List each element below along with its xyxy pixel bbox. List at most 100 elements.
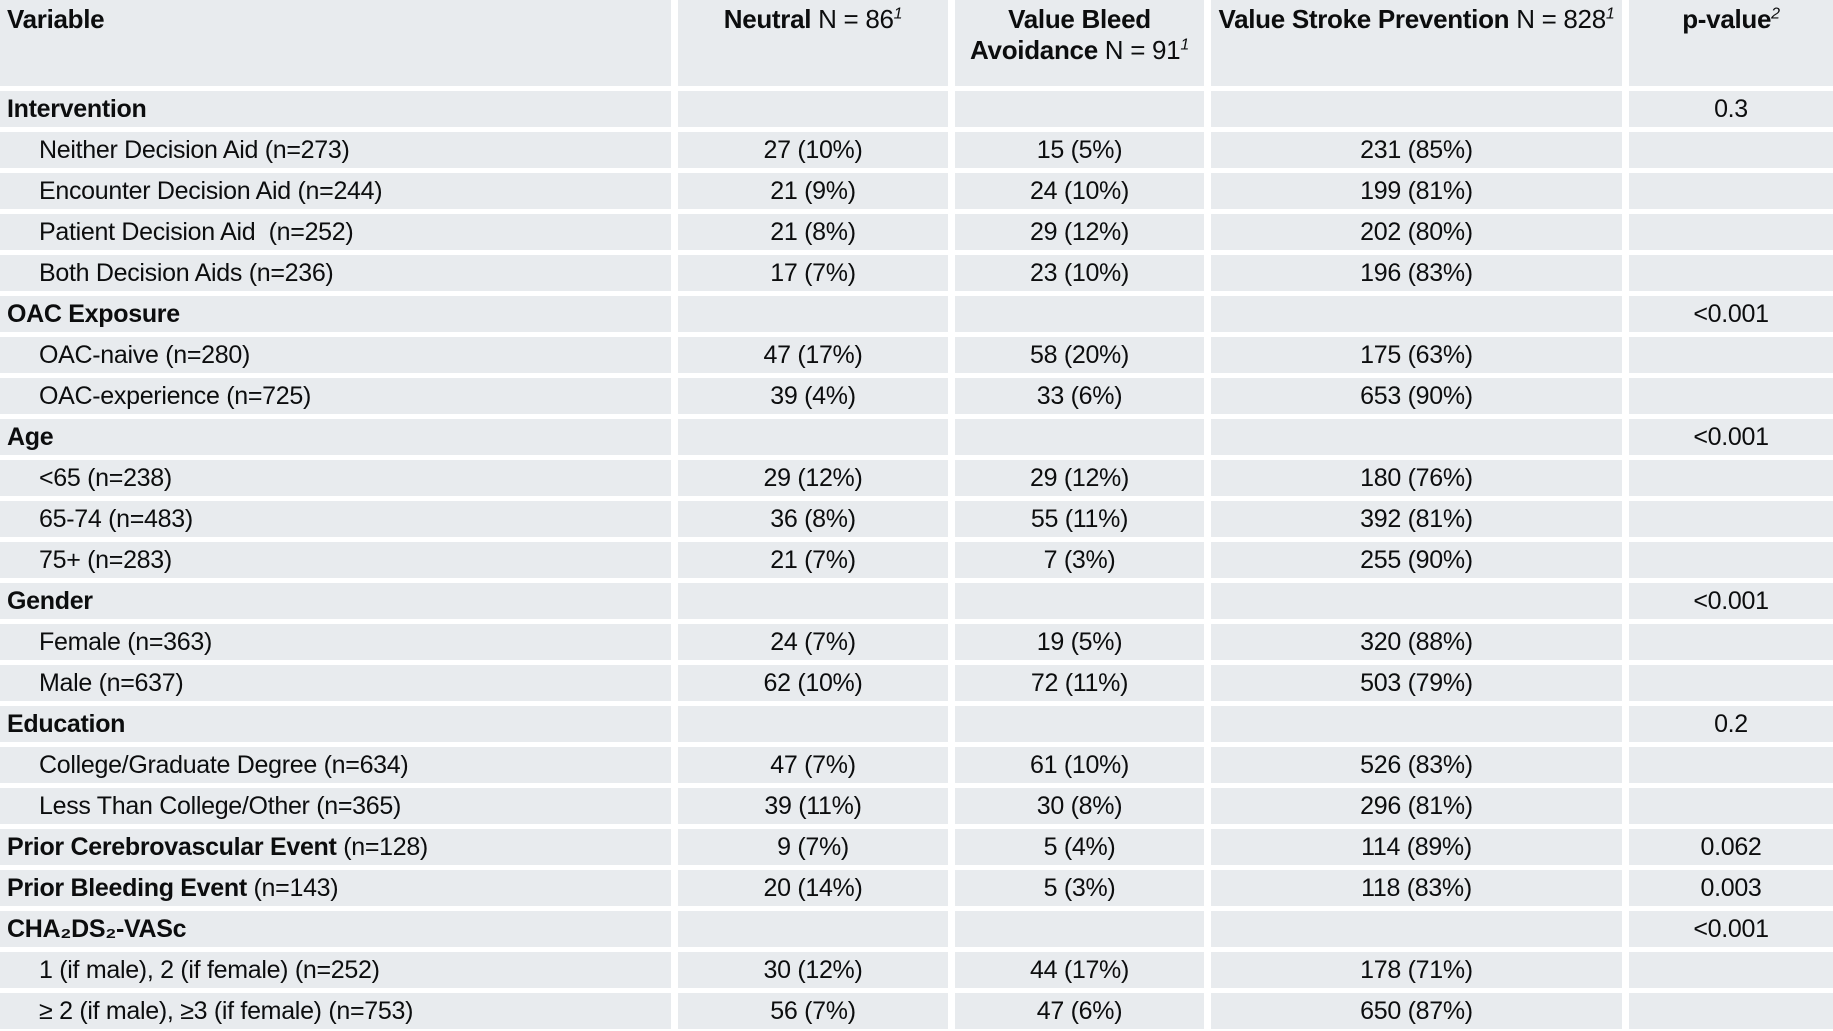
bleed-avoidance-value-cell [955,706,1204,742]
neutral-value-cell: 21 (9%) [678,173,948,209]
neutral-value-cell: 24 (7%) [678,624,948,660]
bleed-avoidance-value-cell: 23 (10%) [955,255,1204,291]
neutral-value-cell: 39 (4%) [678,378,948,414]
table-row: Intervention 0.3 [0,91,1833,127]
bleed-avoidance-value-cell: 58 (20%) [955,337,1204,373]
neutral-value-cell: 30 (12%) [678,952,948,988]
stroke-prevention-value-cell: 653 (90%) [1211,378,1622,414]
bleed-avoidance-value-cell [955,419,1204,455]
bleed-avoidance-value-cell: 33 (6%) [955,378,1204,414]
variable-label: CHA₂DS₂-VASc [7,915,187,943]
stroke-prevention-value-cell: 196 (83%) [1211,255,1622,291]
table-row: 75+ (n=283) 21 (7%) 7 (3%) 255 (90%) [0,542,1833,578]
p-value-cell [1629,788,1833,824]
variable-cell: OAC-experience (n=725) [0,378,671,414]
variable-label: Prior Cerebrovascular Event [7,833,337,861]
variable-label: Gender [7,587,93,615]
bleed-avoidance-value-cell: 72 (11%) [955,665,1204,701]
p-value-cell [1629,460,1833,496]
p-value-cell: <0.001 [1629,419,1833,455]
table-row: College/Graduate Degree (n=634) 47 (7%) … [0,747,1833,783]
variable-label-detail: <65 (n=238) [39,464,172,492]
header-cell-neutral: Neutral N = 861 [678,0,948,86]
variable-cell: 75+ (n=283) [0,542,671,578]
footnote-marker: 1 [893,5,903,23]
stroke-prevention-value-cell [1211,296,1622,332]
bleed-avoidance-value-cell [955,911,1204,947]
variable-cell: Intervention [0,91,671,127]
stroke-prevention-value-cell [1211,91,1622,127]
variable-label-detail: Encounter Decision Aid (n=244) [39,177,383,205]
table-row: Prior Cerebrovascular Event (n=128) 9 (7… [0,829,1833,865]
stroke-prevention-value-cell: 175 (63%) [1211,337,1622,373]
footnote-marker: 1 [1180,36,1189,54]
column-title: Value Bleed Avoidance [970,4,1151,65]
bleed-avoidance-value-cell: 61 (10%) [955,747,1204,783]
bleed-avoidance-value-cell: 7 (3%) [955,542,1204,578]
neutral-value-cell: 29 (12%) [678,460,948,496]
p-value-cell: <0.001 [1629,911,1833,947]
variable-label-detail: 1 (if male), 2 (if female) (n=252) [39,956,380,984]
stroke-prevention-value-cell: 118 (83%) [1211,870,1622,906]
bleed-avoidance-value-cell: 19 (5%) [955,624,1204,660]
bleed-avoidance-value-cell: 5 (3%) [955,870,1204,906]
variable-cell: Less Than College/Other (n=365) [0,788,671,824]
stroke-prevention-value-cell: 255 (90%) [1211,542,1622,578]
variable-label-detail: Less Than College/Other (n=365) [39,792,401,820]
p-value-cell: 0.3 [1629,91,1833,127]
table-row: ≥ 2 (if male), ≥3 (if female) (n=753) 56… [0,993,1833,1029]
header-row: Variable Neutral N = 861 Value Bleed Avo… [0,0,1833,86]
variable-label-detail: ≥ 2 (if male), ≥3 (if female) (n=753) [39,997,414,1025]
neutral-value-cell: 17 (7%) [678,255,948,291]
neutral-value-cell: 9 (7%) [678,829,948,865]
p-value-cell: <0.001 [1629,583,1833,619]
p-value-cell [1629,624,1833,660]
table-row: 65-74 (n=483) 36 (8%) 55 (11%) 392 (81%) [0,501,1833,537]
bleed-avoidance-value-cell: 47 (6%) [955,993,1204,1029]
table-row: Age <0.001 [0,419,1833,455]
neutral-value-cell: 36 (8%) [678,501,948,537]
stroke-prevention-value-cell: 199 (81%) [1211,173,1622,209]
header-cell-value-bleed-avoidance: Value Bleed Avoidance N = 911 [955,0,1204,86]
variable-label: Intervention [7,95,147,123]
variable-label-detail: Patient Decision Aid (n=252) [39,218,354,246]
variable-cell: OAC-naive (n=280) [0,337,671,373]
footnote-marker: 1 [1605,5,1615,23]
stroke-prevention-value-cell [1211,583,1622,619]
p-value-cell [1629,173,1833,209]
variable-cell: CHA₂DS₂-VASc [0,911,671,947]
stroke-prevention-value-cell: 320 (88%) [1211,624,1622,660]
table-row: Education 0.2 [0,706,1833,742]
neutral-value-cell [678,91,948,127]
variable-cell: Patient Decision Aid (n=252) [0,214,671,250]
variable-label-detail: Neither Decision Aid (n=273) [39,136,350,164]
variable-cell: Gender [0,583,671,619]
column-title: Neutral [723,4,812,34]
header-cell-variable: Variable [0,0,671,86]
column-title: p-value [1682,4,1772,34]
bleed-avoidance-value-cell: 29 (12%) [955,214,1204,250]
stroke-prevention-value-cell: 180 (76%) [1211,460,1622,496]
variable-cell: 1 (if male), 2 (if female) (n=252) [0,952,671,988]
column-title: Value Stroke Prevention [1218,4,1510,34]
column-title: Variable [7,4,105,34]
stroke-prevention-value-cell [1211,706,1622,742]
variable-label: Age [7,423,54,451]
table-row: Male (n=637) 62 (10%) 72 (11%) 503 (79%) [0,665,1833,701]
p-value-cell [1629,993,1833,1029]
variable-label-detail: (n=128) [336,833,428,861]
bleed-avoidance-value-cell: 29 (12%) [955,460,1204,496]
variable-cell: College/Graduate Degree (n=634) [0,747,671,783]
variable-cell: Female (n=363) [0,624,671,660]
variable-label-detail: (n=143) [246,874,339,902]
header-cell-p-value: p-value2 [1629,0,1833,86]
stroke-prevention-value-cell: 503 (79%) [1211,665,1622,701]
table-row: OAC-experience (n=725) 39 (4%) 33 (6%) 6… [0,378,1833,414]
p-value-cell [1629,132,1833,168]
table-row: 1 (if male), 2 (if female) (n=252) 30 (1… [0,952,1833,988]
table-row: Gender <0.001 [0,583,1833,619]
variable-cell: Both Decision Aids (n=236) [0,255,671,291]
p-value-cell: 0.062 [1629,829,1833,865]
variable-label-detail: College/Graduate Degree (n=634) [39,751,409,779]
